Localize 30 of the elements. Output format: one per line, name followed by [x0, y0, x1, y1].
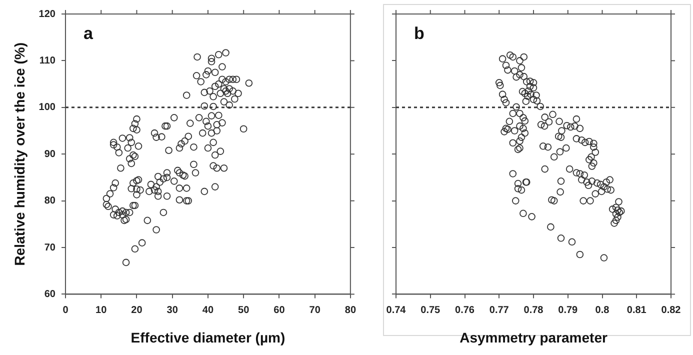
x-tick-label: 60 — [274, 304, 286, 316]
x-tick-label: 70 — [309, 304, 321, 316]
y-tick-label: 100 — [38, 102, 56, 114]
x-tick-label: 30 — [166, 304, 178, 316]
x-tick-label: 10 — [96, 304, 108, 316]
x-tick-label: 0.82 — [661, 304, 682, 316]
x-tick-label: 0.79 — [558, 304, 578, 316]
x-tick-label: 0.77 — [489, 304, 510, 316]
y-tick-label: 120 — [38, 8, 56, 20]
x-tick-label: 50 — [238, 304, 250, 316]
x-tick-label: 0.81 — [626, 304, 647, 316]
x-axis-title: Effective diameter (µm) — [130, 329, 286, 346]
x-tick-label: 40 — [202, 304, 214, 316]
y-tick-label: 80 — [44, 196, 56, 207]
x-tick-label: 80 — [344, 304, 356, 316]
annotation: b — [414, 24, 424, 44]
x-tick-label: 20 — [131, 304, 143, 316]
x-tick-label: 0.76 — [455, 304, 475, 316]
x-tick-label: 0.78 — [524, 304, 544, 316]
annotation: a — [83, 24, 94, 44]
y-tick-label: 90 — [44, 148, 56, 160]
x-tick-label: 0 — [62, 304, 69, 316]
x-tick-label: 0.8 — [595, 304, 610, 316]
y-tick-label: 110 — [39, 55, 56, 66]
x-axis-title: Asymmetry parameter — [460, 329, 608, 346]
y-tick-label: 70 — [44, 242, 56, 254]
y-axis-title: Relative humidity over the ice (%) — [11, 42, 28, 266]
x-tick-label: 0.75 — [420, 304, 441, 316]
x-tick-label: 0.74 — [386, 304, 406, 316]
y-tick-label: 60 — [44, 288, 56, 300]
